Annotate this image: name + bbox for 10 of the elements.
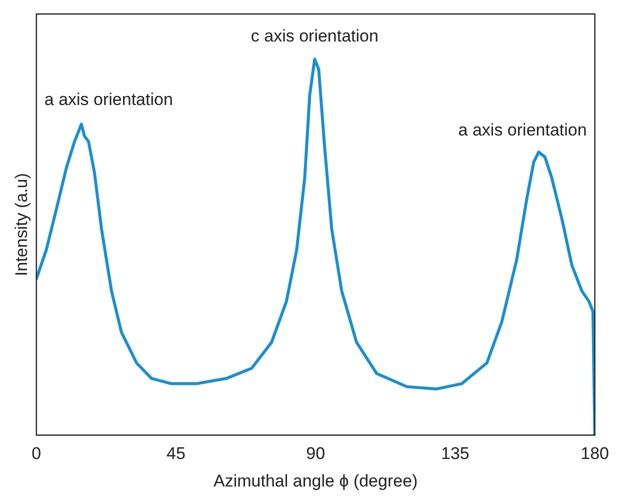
annotation: a axis orientation	[44, 90, 173, 110]
x-tick-label: 90	[306, 444, 326, 464]
x-tick-label: 180	[580, 444, 610, 464]
annotation: a axis orientation	[458, 120, 587, 140]
x-axis-title: Azimuthal angle ϕ (degree)	[214, 471, 418, 490]
x-tick-label: 135	[441, 444, 470, 464]
annotation: c axis orientation	[250, 26, 378, 46]
x-tick-label: 0	[32, 444, 42, 464]
y-axis-title: Intensity (a.u)	[12, 173, 31, 276]
x-tick-label: 45	[166, 444, 186, 464]
